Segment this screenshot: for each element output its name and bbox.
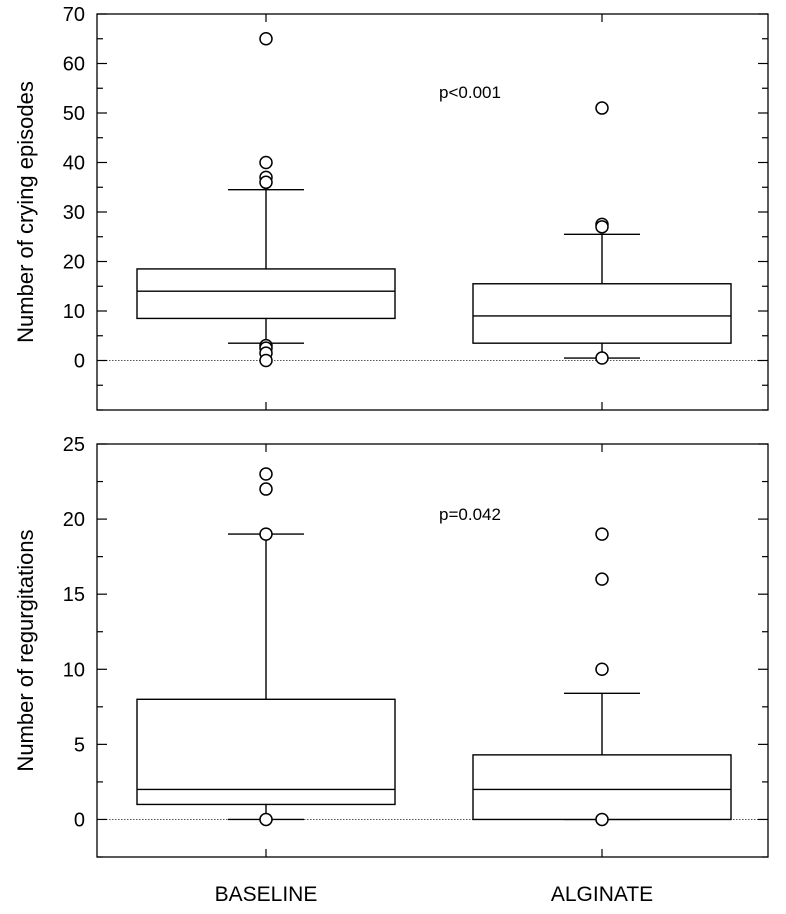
outlier-point xyxy=(259,812,273,827)
outlier-point xyxy=(259,482,273,496)
plot-frame xyxy=(96,443,769,858)
plot-frame xyxy=(96,13,769,411)
outlier-point xyxy=(259,467,273,481)
x-category-label: ALGINATE xyxy=(551,883,653,906)
outlier-point xyxy=(259,32,273,46)
outlier-point xyxy=(595,220,609,234)
y-axis-label: Number of regurgitations xyxy=(13,529,38,771)
outlier-point xyxy=(259,353,273,368)
outlier-point xyxy=(259,155,273,170)
x-category-label: BASELINE xyxy=(215,883,318,906)
y-tick-label: 20 xyxy=(63,509,85,531)
p-value-annotation: p=0.042 xyxy=(439,505,501,524)
outlier-point xyxy=(595,812,609,827)
panel-1: 0 10 20 30 40 50 60 70 Number of crying episodes… xyxy=(13,4,769,411)
outlier-point xyxy=(595,351,609,365)
y-tick-label: 30 xyxy=(63,202,85,224)
outlier-point xyxy=(259,175,273,190)
y-tick-label: 60 xyxy=(63,54,85,76)
outlier-point xyxy=(595,527,609,541)
interquartile-box xyxy=(472,283,732,344)
box-baseline xyxy=(136,32,396,368)
y-tick-label: 40 xyxy=(63,153,85,175)
interquartile-box xyxy=(472,754,732,821)
outlier-point xyxy=(595,101,609,115)
y-axis-label: Number of crying episodes xyxy=(13,81,38,343)
y-tick-label: 5 xyxy=(74,734,85,756)
y-tick-label: 20 xyxy=(63,252,85,274)
y-tick-label: 0 xyxy=(74,351,85,373)
y-tick-label: 70 xyxy=(63,4,85,26)
y-tick-label: 25 xyxy=(63,434,85,456)
y-tick-label: 10 xyxy=(63,301,85,323)
outlier-point xyxy=(259,527,273,541)
interquartile-box xyxy=(136,698,396,806)
y-tick-label: 50 xyxy=(63,103,85,125)
box-alginate xyxy=(472,527,732,827)
box-baseline xyxy=(136,467,396,827)
y-tick-label: 0 xyxy=(74,809,85,831)
outlier-point xyxy=(595,662,609,677)
interquartile-box xyxy=(136,268,396,320)
box-alginate xyxy=(472,101,732,365)
p-value-annotation: p<0.001 xyxy=(439,83,501,102)
y-tick-label: 15 xyxy=(63,584,85,606)
outlier-point xyxy=(595,572,609,586)
panel-2: 0 5 10 15 20 25 Number of regurgitations p=0.04… xyxy=(13,434,769,858)
y-tick-label: 10 xyxy=(63,659,85,681)
